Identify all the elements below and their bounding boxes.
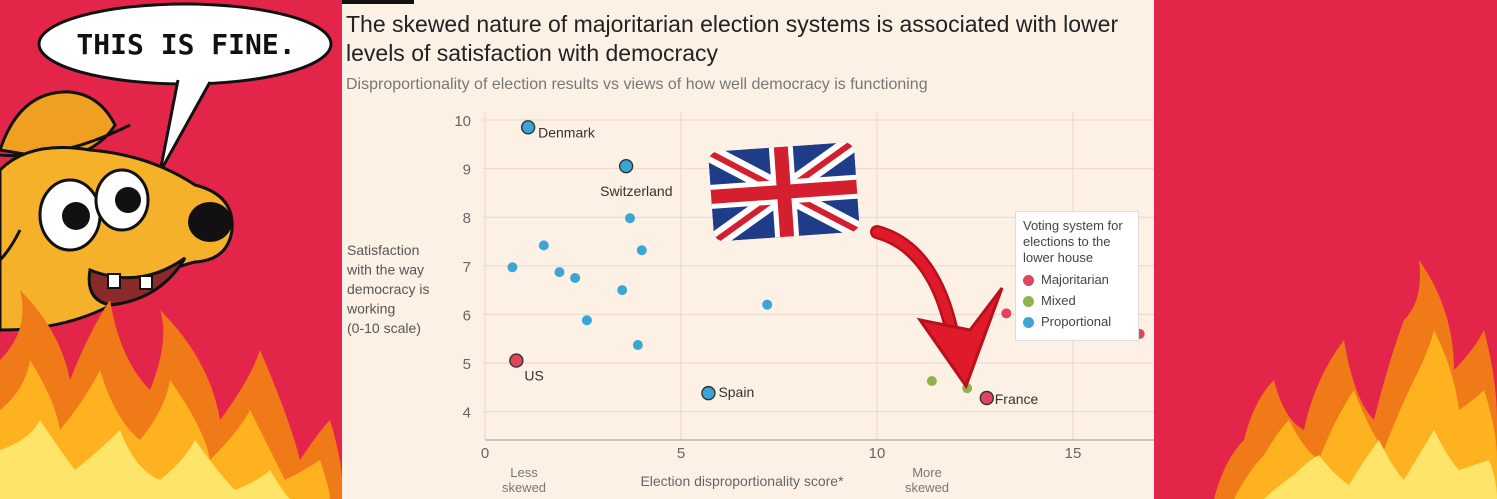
data-label: Denmark xyxy=(538,124,596,140)
x-note-right: More xyxy=(912,465,942,480)
data-point-proportional xyxy=(762,299,773,310)
data-point-proportional xyxy=(507,262,518,273)
chart-title: The skewed nature of majoritarian electi… xyxy=(346,11,1119,66)
legend: Voting system for elections to the lower… xyxy=(1015,211,1139,341)
legend-title: Voting system for elections to the lower… xyxy=(1023,218,1123,265)
legend-dot-proportional xyxy=(1023,316,1034,328)
x-tick-label: 10 xyxy=(869,445,886,462)
data-point-proportional xyxy=(617,285,628,296)
dog-nose xyxy=(188,202,232,242)
dog-mouth xyxy=(87,256,187,307)
legend-item-majoritarian: Majoritarian xyxy=(1023,272,1131,288)
flames-left xyxy=(0,290,342,499)
y-tick-label: 7 xyxy=(463,259,471,276)
speech-bubble-text: THIS IS FINE. xyxy=(76,28,295,61)
union-jack-flag-icon xyxy=(708,141,860,242)
flames-right xyxy=(1214,260,1497,499)
data-point-majoritarian xyxy=(979,390,994,406)
y-axis-label-line: with the way xyxy=(346,262,424,278)
legend-label: Mixed xyxy=(1041,293,1076,308)
y-tick-label: 10 xyxy=(454,113,471,130)
chart-subtitle: Disproportionality of election results v… xyxy=(346,76,928,93)
y-axis-label-line: democracy is xyxy=(347,281,429,297)
x-note-left: Less xyxy=(510,465,538,480)
legend-dot-mixed xyxy=(1023,295,1034,307)
x-axis-labels: Election disproportionality score*Lesssk… xyxy=(502,465,949,495)
data-point-proportional xyxy=(554,267,565,278)
chart-axes: 456789100510152025 xyxy=(454,113,1154,462)
data-point-majoritarian xyxy=(1001,308,1012,319)
legend-label: Proportional xyxy=(1041,314,1112,329)
data-label: Spain xyxy=(718,384,754,400)
data-label: Switzerland xyxy=(600,183,672,199)
y-axis-label-line: Satisfaction xyxy=(347,242,419,258)
red-arrow-icon xyxy=(870,225,1004,390)
data-label: US xyxy=(524,368,543,384)
y-tick-label: 4 xyxy=(463,405,471,422)
x-tick-label: 15 xyxy=(1065,445,1082,462)
x-note-right: skewed xyxy=(905,480,949,495)
legend-label: Majoritarian xyxy=(1041,272,1109,287)
data-point-mixed xyxy=(926,375,937,386)
x-axis-title: Election disproportionality score* xyxy=(640,473,844,489)
this-is-fine-dog-illustration: THIS IS FINE. xyxy=(0,2,342,499)
y-tick-label: 8 xyxy=(463,210,471,227)
legend-item-mixed: Mixed xyxy=(1023,293,1131,309)
data-point-proportional xyxy=(538,240,549,251)
data-point-proportional xyxy=(636,245,647,256)
y-axis-label: Satisfaction with the way democracy is work… xyxy=(346,242,429,336)
y-tick-label: 9 xyxy=(463,162,471,179)
y-tick-label: 6 xyxy=(463,307,471,324)
data-point-proportional xyxy=(625,213,636,224)
x-note-left: skewed xyxy=(502,480,546,495)
y-axis-label-line: working xyxy=(346,301,395,317)
legend-dot-majoritarian xyxy=(1023,274,1034,286)
chart-points: USFranceUKDenmarkSwitzerlandSpain xyxy=(507,120,1145,407)
data-point-majoritarian xyxy=(509,353,524,368)
ft-top-bar xyxy=(342,0,414,4)
data-point-proportional xyxy=(632,340,643,351)
data-point-proportional xyxy=(581,315,592,326)
y-tick-label: 5 xyxy=(463,356,471,373)
x-tick-label: 0 xyxy=(481,445,489,462)
data-point-proportional xyxy=(520,120,536,135)
x-tick-label: 5 xyxy=(677,445,685,462)
data-point-proportional xyxy=(618,158,634,174)
data-point-proportional xyxy=(701,385,716,401)
data-label: France xyxy=(995,391,1039,407)
speech-bubble xyxy=(37,2,333,173)
legend-item-proportional: Proportional xyxy=(1023,314,1131,330)
data-point-proportional xyxy=(570,272,581,283)
dog-eyes xyxy=(38,168,150,252)
chart-grid xyxy=(483,112,1154,440)
y-axis-label-line: (0-10 scale) xyxy=(347,320,421,336)
